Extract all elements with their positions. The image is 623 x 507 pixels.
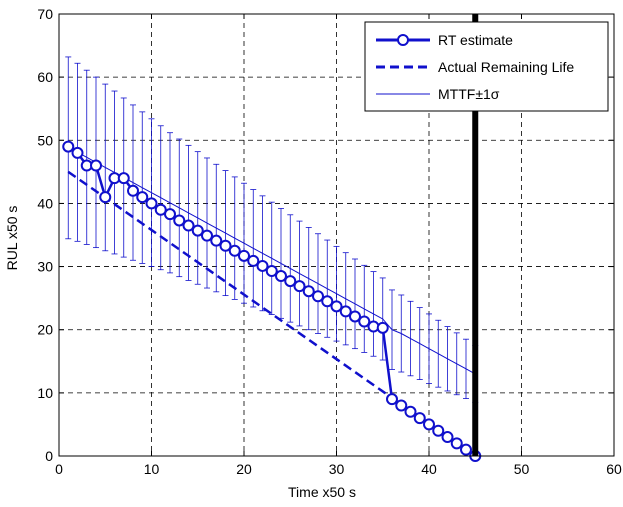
rt-estimate-point [386, 393, 398, 406]
x-tick-label: 10 [144, 461, 160, 477]
rt-estimate-point [136, 191, 149, 204]
mttf-line [68, 147, 476, 375]
rt-estimate-point [247, 254, 260, 267]
rt-estimate-point [99, 191, 112, 204]
rt-estimate-point [413, 412, 426, 425]
rt-estimate-point [182, 219, 195, 232]
x-tick-label: 50 [514, 461, 530, 477]
rt-estimate-point [441, 431, 454, 444]
rt-estimate-point [71, 146, 84, 159]
rt-estimate-point [321, 295, 334, 308]
rt-estimate-point [423, 418, 435, 431]
rt-estimate-point [275, 270, 287, 283]
y-tick-label: 0 [45, 448, 53, 464]
rt-estimate-point [376, 321, 389, 334]
y-tick-label: 30 [37, 259, 53, 275]
rt-estimate-point [62, 140, 75, 153]
x-tick-label: 30 [329, 461, 345, 477]
rt-estimate-point [404, 405, 417, 418]
rt-estimate-point [164, 208, 176, 221]
rt-estimate-point [432, 424, 445, 437]
y-tick-label: 20 [37, 322, 53, 338]
rt-estimate-point [145, 197, 158, 210]
rt-estimate-point [358, 315, 371, 328]
rt-estimate-point [312, 290, 324, 303]
y-tick-label: 10 [37, 385, 53, 401]
x-tick-label: 60 [606, 461, 622, 477]
x-tick-label: 40 [421, 461, 437, 477]
y-tick-label: 40 [37, 195, 53, 211]
legend: RT estimate Actual Remaining Life MTTF±1… [364, 21, 609, 112]
legend-label-actual: Actual Remaining Life [438, 59, 574, 75]
rt-estimate-point [154, 203, 167, 216]
y-axis-label: RUL x50 s [4, 206, 20, 271]
rt-estimate-point [284, 275, 297, 288]
rt-estimate-point [339, 305, 352, 318]
y-tick-label: 70 [37, 6, 53, 22]
rt-estimate-point [127, 184, 139, 197]
x-axis-label: Time x50 s [288, 484, 356, 500]
y-tick-label: 50 [37, 132, 53, 148]
rt-estimate-point [238, 249, 250, 262]
rt-estimate-point [191, 224, 204, 237]
x-tick-label: 20 [236, 461, 252, 477]
rt-estimate-point [173, 214, 186, 227]
rt-estimate-point [256, 259, 269, 272]
rt-estimate-point [395, 399, 408, 412]
rt-estimate-point [201, 229, 213, 242]
rt-estimate-point [302, 285, 315, 298]
rt-estimate-point [228, 244, 241, 257]
legend-label-rt: RT estimate [438, 32, 513, 48]
rt-estimate-point [219, 239, 232, 252]
x-tick-label: 0 [55, 461, 63, 477]
rt-estimate-point [330, 300, 343, 313]
y-tick-label: 60 [37, 69, 53, 85]
rt-estimate-point [349, 310, 361, 323]
rt-estimate-point [460, 443, 472, 456]
legend-label-mttf: MTTF±1σ [438, 86, 500, 102]
rt-estimate-point [210, 234, 223, 247]
rt-estimate-point [293, 280, 306, 293]
rt-estimate-point [117, 172, 130, 185]
ticks: 0 10 20 30 40 50 60 0 10 20 30 40 50 60 70 [37, 6, 622, 477]
rt-estimate-point [90, 159, 102, 172]
legend-marker-rt [397, 34, 409, 46]
rt-estimate-point [265, 264, 278, 277]
rt-estimate-point [450, 437, 463, 450]
